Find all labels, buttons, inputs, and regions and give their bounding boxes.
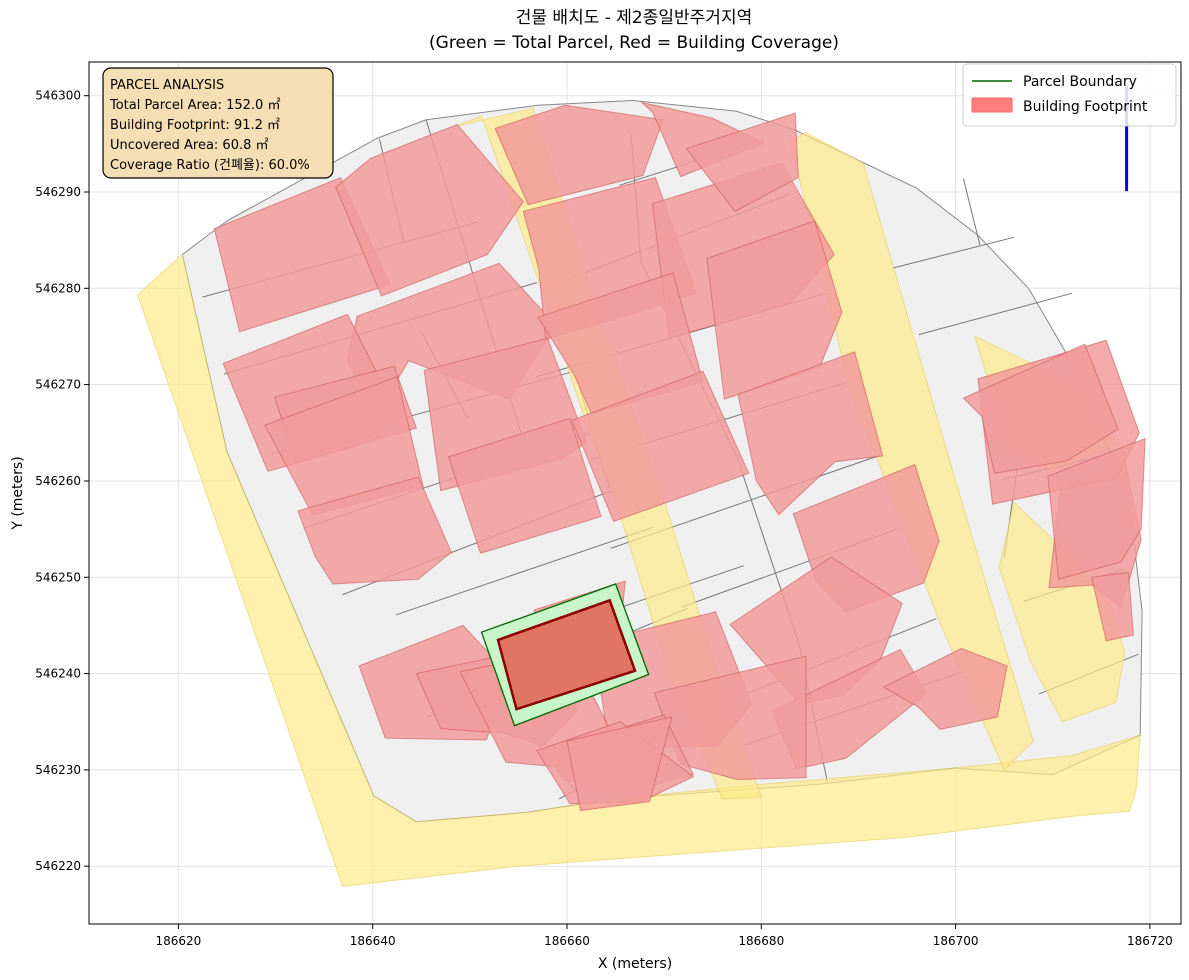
road-area [137, 253, 1141, 887]
chart-title-line1: 건물 배치도 - 제2종일반주거지역 [516, 8, 752, 28]
info-box-background [102, 67, 334, 179]
x-axis-label: X (meters) [598, 956, 672, 972]
building-footprint [297, 476, 453, 585]
legend-building-swatch [971, 97, 1013, 113]
y-axis-label: Y (meters) [10, 456, 26, 530]
building-footprint [962, 343, 1119, 474]
x-tick-label: 186640 [350, 934, 396, 948]
building-footprint [264, 376, 424, 516]
y-tick-label: 546230 [35, 763, 81, 777]
map-layer [137, 86, 1146, 887]
parcel-lot-line [892, 236, 1015, 269]
y-tick-label: 546280 [35, 281, 81, 295]
x-tick-label: 186620 [155, 934, 201, 948]
building-footprint [882, 647, 1008, 730]
building-footprint [706, 220, 843, 400]
building-footprint [571, 370, 750, 523]
chart-title-line2: (Green = Total Parcel, Red = Building Co… [429, 33, 839, 53]
legend-frame [962, 63, 1177, 127]
building-footprint [1047, 437, 1146, 580]
x-tick-label: 186660 [544, 934, 590, 948]
building-footprint [447, 417, 602, 554]
info-line-footprint: Building Footprint: 91.2 ㎡ [110, 118, 280, 133]
info-line-total-area: Total Parcel Area: 152.0 ㎡ [109, 98, 280, 113]
parcel-lot-line [918, 292, 1073, 336]
legend-parcel-label: Parcel Boundary [1023, 74, 1137, 90]
parcel-lot-line [962, 178, 981, 246]
x-tick-label: 186680 [738, 934, 784, 948]
y-tick-label: 546240 [35, 667, 81, 681]
y-tick-label: 546260 [35, 474, 81, 488]
building-footprint [335, 124, 524, 297]
y-tick-label: 546290 [35, 185, 81, 199]
building-footprint [685, 112, 799, 212]
info-line-heading: PARCEL ANALYSIS [110, 78, 224, 93]
selected-building-footprint [496, 598, 637, 711]
x-tick-label: 186720 [1127, 934, 1173, 948]
info-line-uncovered: Uncovered Area: 60.8 ㎡ [110, 138, 269, 153]
building-footprint [566, 716, 673, 811]
building-footprint [737, 351, 884, 516]
legend-building-label: Building Footprint [1023, 99, 1148, 115]
info-line-coverage-ratio: Coverage Ratio (건폐율): 60.0% [110, 158, 310, 173]
y-tick-label: 546250 [35, 570, 81, 584]
building-footprint [494, 104, 664, 206]
y-tick-label: 546300 [35, 89, 81, 103]
building-footprint [1090, 571, 1134, 642]
x-tick-label: 186700 [933, 934, 979, 948]
plot-frame [88, 61, 1182, 925]
parcel-lot-line [395, 526, 654, 616]
y-tick-label: 546270 [35, 378, 81, 392]
legend: Parcel Boundary Building Footprint [962, 63, 1177, 127]
y-tick-label: 546220 [35, 859, 81, 873]
info-box: PARCEL ANALYSIS Total Parcel Area: 152.0… [102, 67, 334, 179]
axis-ticks: 186620 186640 186660 186680 186700 186720 5462… [35, 89, 1173, 948]
